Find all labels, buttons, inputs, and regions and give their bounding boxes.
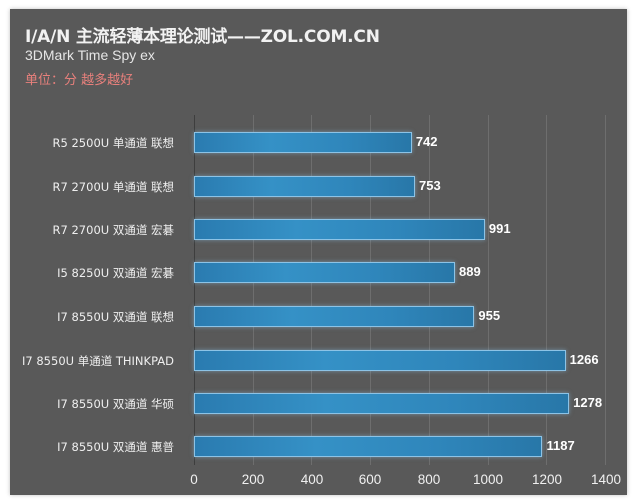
category-label: R7 2700U 单通道 联想: [52, 180, 174, 194]
chart-title: I/A/N 主流轻薄本理论测试——ZOL.COM.CN: [25, 27, 380, 47]
x-tick-label: 600: [358, 472, 382, 487]
gridline: [252, 115, 254, 465]
category-label: I7 8550U 单通道 THINKPAD: [22, 354, 174, 368]
category-label: I7 8550U 双通道 华硕: [57, 397, 174, 411]
bar: [194, 219, 485, 240]
x-tick-label: 1000: [472, 472, 504, 487]
bar: [194, 436, 543, 457]
gridline: [370, 115, 372, 465]
bar: [194, 350, 566, 371]
category-label: R7 2700U 双通道 宏碁: [52, 223, 174, 237]
category-label: I5 8250U 双通道 宏碁: [57, 266, 174, 280]
x-tick-label: 400: [300, 472, 324, 487]
category-label: R5 2500U 单通道 联想: [52, 136, 174, 150]
value-label: 1278: [573, 395, 603, 410]
value-label: 991: [488, 221, 511, 236]
bar: [194, 393, 570, 414]
value-label: 742: [415, 134, 438, 149]
bar: [194, 306, 475, 327]
value-label: 889: [458, 264, 481, 279]
x-tick-label: 200: [241, 472, 265, 487]
category-label: I7 8550U 双通道 惠普: [57, 440, 174, 454]
bar: [194, 262, 455, 283]
bar: [194, 132, 412, 153]
gridline: [487, 115, 489, 465]
category-label: I7 8550U 双通道 联想: [57, 310, 174, 324]
x-tick-label: 1400: [590, 472, 622, 487]
gridline: [311, 115, 313, 465]
y-axis-line: [194, 115, 195, 465]
value-label: 1187: [546, 438, 575, 453]
x-tick-label: 0: [190, 472, 198, 487]
chart-subtitle: 3DMark Time Spy ex: [25, 47, 155, 63]
gridline: [428, 115, 430, 465]
unit-note: 单位：分 越多越好: [25, 73, 134, 88]
bar: [194, 176, 416, 197]
x-tick-label: 800: [417, 472, 441, 487]
plot-area: R5 2500U 单通道 联想 742 R7 2700U 单通道 联想 753 …: [22, 115, 614, 465]
x-tick-label: 1200: [531, 472, 563, 487]
gridline: [605, 115, 606, 465]
chart-panel: I/A/N 主流轻薄本理论测试——ZOL.COM.CN 3DMark Time …: [10, 9, 627, 495]
value-label: 955: [478, 308, 501, 323]
value-label: 1266: [569, 352, 599, 367]
value-label: 753: [419, 178, 441, 193]
gridline: [546, 115, 548, 465]
